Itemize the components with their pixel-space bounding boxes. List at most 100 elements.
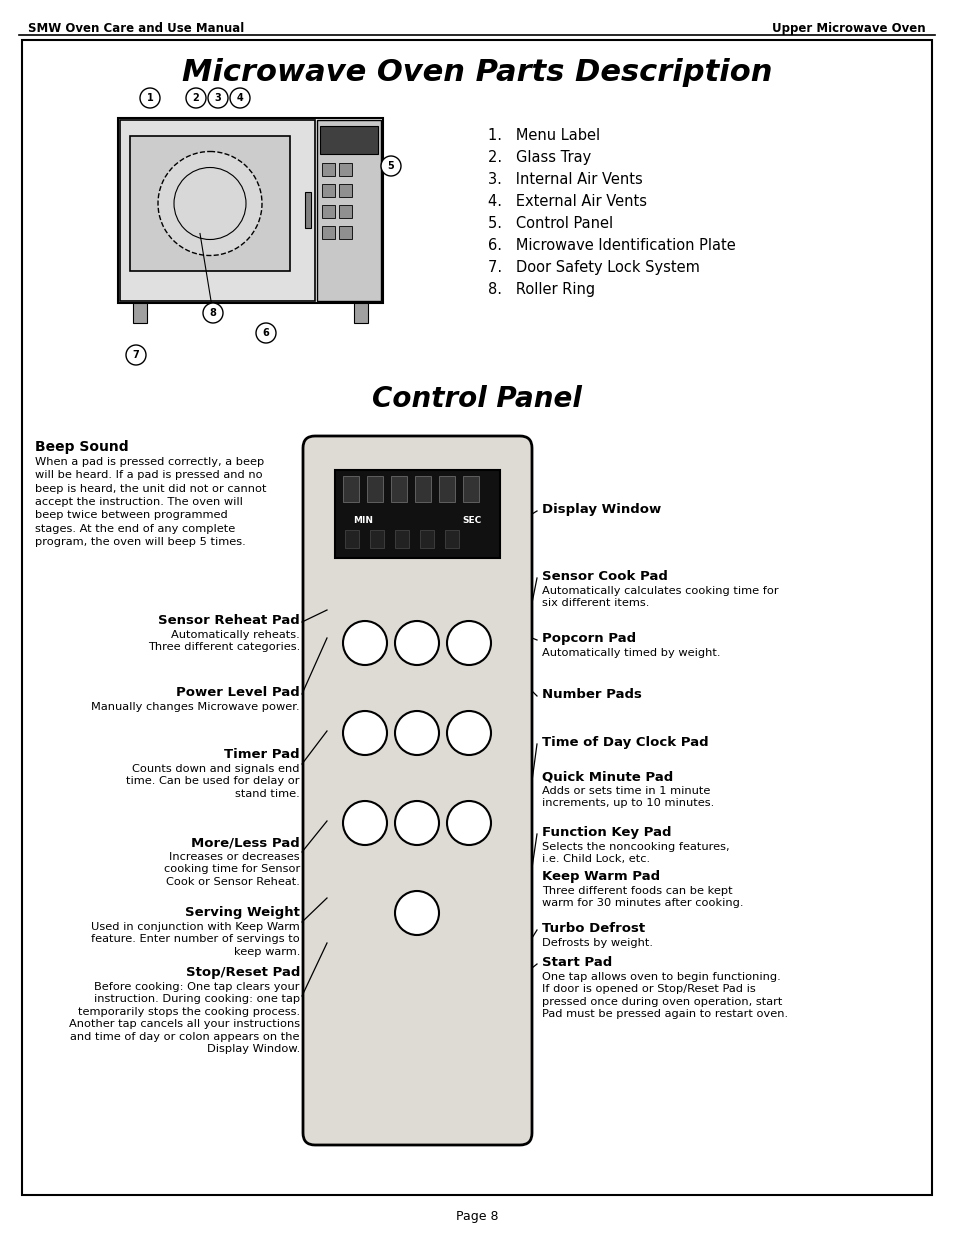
Text: Control Panel: Control Panel <box>372 385 581 412</box>
Text: SEC: SEC <box>462 516 481 525</box>
Text: 1.   Menu Label: 1. Menu Label <box>488 128 599 143</box>
Text: 4: 4 <box>236 93 243 103</box>
Text: Adds or sets time in 1 minute
increments, up to 10 minutes.: Adds or sets time in 1 minute increments… <box>541 785 714 809</box>
Text: Start Pad: Start Pad <box>541 956 612 969</box>
Circle shape <box>343 621 387 664</box>
Text: Beep Sound: Beep Sound <box>35 440 129 454</box>
Circle shape <box>186 88 206 107</box>
Text: Increases or decreases
cooking time for Sensor
Cook or Sensor Reheat.: Increases or decreases cooking time for … <box>164 852 299 887</box>
Circle shape <box>343 711 387 755</box>
Bar <box>322 184 335 198</box>
Circle shape <box>208 88 228 107</box>
Text: Sensor Reheat Pad: Sensor Reheat Pad <box>158 614 299 627</box>
Circle shape <box>395 802 438 845</box>
Circle shape <box>230 88 250 107</box>
Text: When a pad is pressed correctly, a beep
will be heard. If a pad is pressed and n: When a pad is pressed correctly, a beep … <box>35 457 266 547</box>
Text: Used in conjunction with Keep Warm
feature. Enter number of servings to
keep war: Used in conjunction with Keep Warm featu… <box>91 923 299 957</box>
Text: 3: 3 <box>214 93 221 103</box>
Text: 6.   Microwave Identification Plate: 6. Microwave Identification Plate <box>488 238 735 253</box>
Bar <box>370 530 384 548</box>
Text: Defrosts by weight.: Defrosts by weight. <box>541 939 652 948</box>
Text: Serving Weight: Serving Weight <box>185 906 299 919</box>
Circle shape <box>447 621 491 664</box>
Text: Manually changes Microwave power.: Manually changes Microwave power. <box>91 701 299 713</box>
Bar <box>319 126 377 154</box>
Text: Turbo Defrost: Turbo Defrost <box>541 923 644 935</box>
Circle shape <box>395 621 438 664</box>
Text: Automatically calculates cooking time for
six different items.: Automatically calculates cooking time fo… <box>541 585 778 609</box>
Text: MIN: MIN <box>353 516 373 525</box>
Text: 6: 6 <box>262 329 269 338</box>
Text: More/Less Pad: More/Less Pad <box>191 836 299 848</box>
Circle shape <box>203 303 223 324</box>
Bar <box>391 475 407 501</box>
Text: Three different foods can be kept
warm for 30 minutes after cooking.: Three different foods can be kept warm f… <box>541 885 742 909</box>
Bar <box>338 163 352 177</box>
Bar <box>354 303 368 324</box>
Text: 8.   Roller Ring: 8. Roller Ring <box>488 282 595 296</box>
Circle shape <box>140 88 160 107</box>
Circle shape <box>395 711 438 755</box>
Text: Popcorn Pad: Popcorn Pad <box>541 632 636 645</box>
Bar <box>444 530 458 548</box>
Text: Stop/Reset Pad: Stop/Reset Pad <box>186 966 299 979</box>
Bar <box>462 475 478 501</box>
FancyBboxPatch shape <box>303 436 532 1145</box>
Text: 5: 5 <box>387 161 394 170</box>
Text: 3.   Internal Air Vents: 3. Internal Air Vents <box>488 172 642 186</box>
Text: Counts down and signals end
time. Can be used for delay or
stand time.: Counts down and signals end time. Can be… <box>127 764 299 799</box>
Circle shape <box>126 345 146 366</box>
Text: 2.   Glass Tray: 2. Glass Tray <box>488 149 591 165</box>
Bar <box>338 226 352 240</box>
Bar <box>345 530 358 548</box>
Bar <box>335 471 499 558</box>
Text: One tap allows oven to begin functioning.
If door is opened or Stop/Reset Pad is: One tap allows oven to begin functioning… <box>541 972 787 1019</box>
Circle shape <box>158 152 262 256</box>
Text: Time of Day Clock Pad: Time of Day Clock Pad <box>541 736 708 748</box>
Text: Automatically reheats.
Three different categories.: Automatically reheats. Three different c… <box>148 630 299 652</box>
Circle shape <box>380 156 400 177</box>
Circle shape <box>343 802 387 845</box>
Text: Keep Warm Pad: Keep Warm Pad <box>541 869 659 883</box>
Bar <box>338 205 352 219</box>
Text: Page 8: Page 8 <box>456 1210 497 1223</box>
Bar <box>343 475 358 501</box>
Circle shape <box>255 324 275 343</box>
Text: Quick Minute Pad: Quick Minute Pad <box>541 769 673 783</box>
Bar <box>415 475 431 501</box>
Circle shape <box>447 802 491 845</box>
Text: 7.   Door Safety Lock System: 7. Door Safety Lock System <box>488 261 700 275</box>
Text: Power Level Pad: Power Level Pad <box>176 685 299 699</box>
Text: 5.   Control Panel: 5. Control Panel <box>488 216 613 231</box>
Bar <box>130 136 290 270</box>
Bar <box>322 205 335 219</box>
Text: 8: 8 <box>210 308 216 317</box>
Bar <box>438 475 455 501</box>
Text: 7: 7 <box>132 350 139 359</box>
Bar <box>132 303 147 324</box>
Text: Timer Pad: Timer Pad <box>224 748 299 761</box>
Text: Before cooking: One tap clears your
instruction. During cooking: one tap
tempora: Before cooking: One tap clears your inst… <box>69 982 299 1053</box>
Text: 1: 1 <box>147 93 153 103</box>
Text: 2: 2 <box>193 93 199 103</box>
Circle shape <box>447 711 491 755</box>
Text: 4.   External Air Vents: 4. External Air Vents <box>488 194 646 209</box>
Text: Display Window: Display Window <box>541 503 660 516</box>
Bar <box>120 120 314 301</box>
Bar <box>316 120 380 301</box>
Bar <box>305 191 311 228</box>
Text: Selects the noncooking features,
i.e. Child Lock, etc.: Selects the noncooking features, i.e. Ch… <box>541 842 729 864</box>
Text: Upper Microwave Oven: Upper Microwave Oven <box>772 22 925 35</box>
Bar <box>395 530 409 548</box>
Bar <box>322 226 335 240</box>
Bar <box>322 163 335 177</box>
Bar <box>367 475 382 501</box>
Bar <box>118 119 382 303</box>
Text: Automatically timed by weight.: Automatically timed by weight. <box>541 648 720 658</box>
Circle shape <box>395 890 438 935</box>
Text: SMW Oven Care and Use Manual: SMW Oven Care and Use Manual <box>28 22 244 35</box>
Text: Sensor Cook Pad: Sensor Cook Pad <box>541 571 667 583</box>
Bar <box>338 184 352 198</box>
Text: Function Key Pad: Function Key Pad <box>541 826 671 839</box>
Text: Microwave Oven Parts Description: Microwave Oven Parts Description <box>182 58 771 86</box>
